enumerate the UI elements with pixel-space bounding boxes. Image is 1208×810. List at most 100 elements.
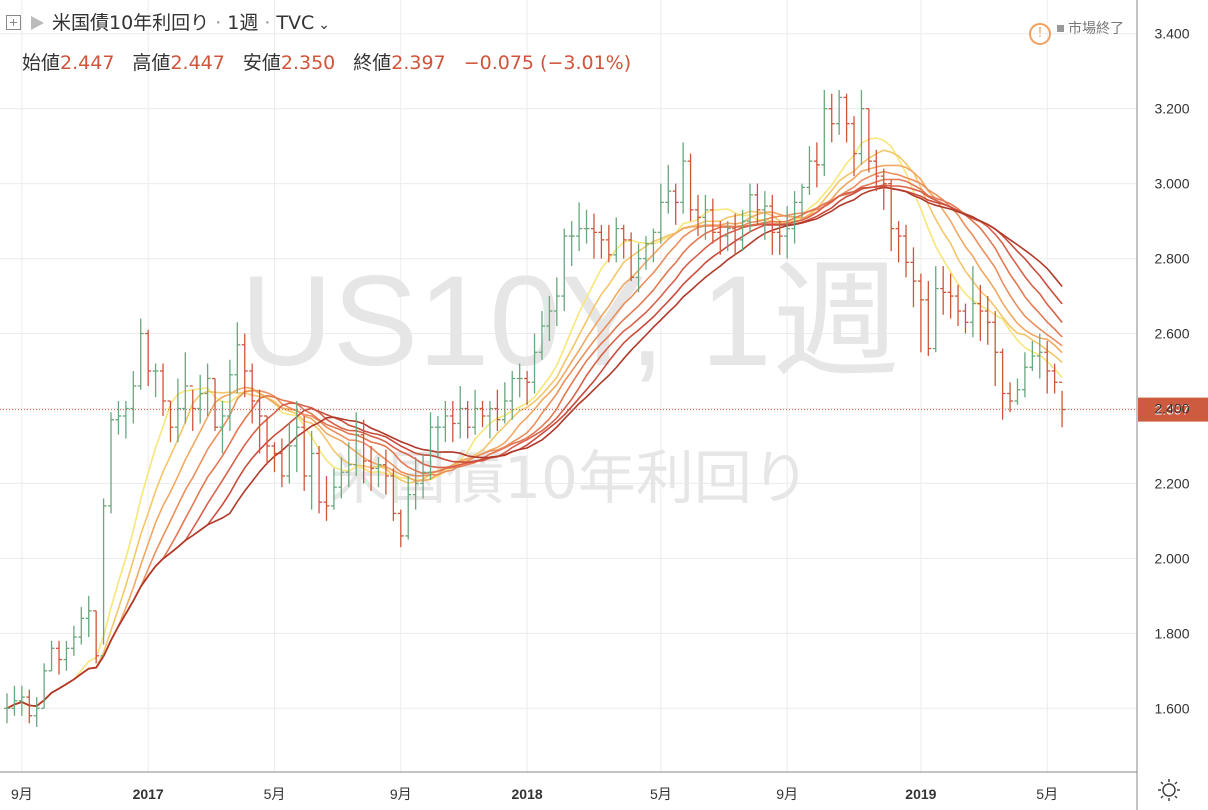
ohlc-bar bbox=[41, 663, 48, 709]
ohlc-bar bbox=[1029, 341, 1036, 372]
ohlc-bar bbox=[48, 640, 55, 672]
ohlc-bar bbox=[360, 419, 367, 484]
ohlc-bar bbox=[620, 224, 627, 259]
ohlc-bar bbox=[828, 93, 835, 143]
ohlc-bar bbox=[613, 217, 620, 263]
chevron-down-icon[interactable]: ⌄ bbox=[318, 17, 330, 33]
ohlc-bar bbox=[338, 457, 345, 499]
high-label: 高値 bbox=[132, 52, 171, 74]
ohlc-bar bbox=[799, 183, 806, 218]
ohlc-bar bbox=[412, 457, 419, 510]
ohlc-bar bbox=[494, 389, 501, 431]
time-tick-label: 2018 bbox=[512, 786, 543, 802]
ohlc-bar bbox=[479, 400, 486, 428]
time-tick-label: 9月 bbox=[390, 786, 412, 802]
price-tick-label: 2.600 bbox=[1154, 326, 1189, 342]
ohlc-bar bbox=[999, 348, 1006, 420]
ohlc-bar bbox=[18, 685, 25, 716]
ohlc-bar bbox=[160, 363, 167, 416]
ohlc-bar bbox=[152, 363, 159, 398]
open-value: 2.447 bbox=[60, 52, 115, 74]
ohlc-bar bbox=[791, 191, 798, 244]
warning-icon[interactable]: ! bbox=[1029, 23, 1051, 45]
ohlc-bar bbox=[293, 400, 300, 473]
last-price-label: 2.397 bbox=[1154, 402, 1189, 418]
price-tick-label: 2.000 bbox=[1154, 550, 1189, 566]
ohlc-bar bbox=[598, 224, 605, 259]
ohlc-bar bbox=[420, 453, 427, 499]
ohlc-bar bbox=[4, 693, 10, 724]
collapse-icon[interactable] bbox=[6, 15, 21, 30]
ohlc-bar bbox=[836, 89, 843, 135]
ohlc-bar bbox=[576, 202, 583, 252]
flag-icon bbox=[31, 16, 44, 30]
ohlc-bar bbox=[538, 311, 545, 360]
ohlc-bar bbox=[308, 430, 315, 510]
ohlc-bar bbox=[174, 378, 181, 443]
ohlc-bar bbox=[694, 194, 701, 237]
close-label: 終値 bbox=[353, 52, 392, 74]
ohlc-bar bbox=[806, 146, 813, 195]
ohlc-bar bbox=[249, 363, 256, 424]
low-label: 安値 bbox=[242, 52, 281, 74]
ohlc-bar bbox=[397, 509, 404, 548]
settings-icon[interactable] bbox=[1158, 779, 1180, 801]
ma-line bbox=[6, 164, 1063, 710]
ohlc-bar bbox=[992, 311, 999, 386]
ohlc-bar bbox=[650, 228, 657, 263]
ohlc-bar bbox=[784, 206, 791, 259]
ohlc-bar bbox=[724, 221, 731, 252]
ohlc-bar bbox=[26, 689, 33, 724]
ohlc-bar bbox=[531, 333, 538, 394]
ma-line bbox=[6, 186, 1063, 710]
open-label: 始値 bbox=[22, 52, 61, 74]
low-value: 2.350 bbox=[280, 52, 336, 74]
last-price-line: 2.397 bbox=[0, 397, 1208, 422]
change-value: −0.075 (−3.01%) bbox=[463, 52, 632, 74]
ohlc-bar bbox=[457, 386, 464, 439]
ohlc-bar bbox=[301, 415, 308, 491]
ohlc-bar bbox=[509, 371, 516, 420]
ohlc-bar bbox=[947, 273, 954, 319]
ohlc-bar bbox=[628, 232, 635, 282]
ohlc-bar bbox=[271, 442, 278, 473]
high-value: 2.447 bbox=[170, 52, 225, 74]
ohlc-bar bbox=[605, 224, 612, 263]
ohlc-bar bbox=[345, 442, 352, 488]
ohlc-bar bbox=[702, 194, 709, 240]
ohlc-bar bbox=[449, 400, 456, 443]
time-tick-label: 9月 bbox=[11, 786, 33, 802]
ohlc-bar bbox=[984, 296, 991, 345]
ohlc-bar bbox=[880, 168, 887, 210]
time-tick-label: 5月 bbox=[264, 786, 286, 802]
ohlc-bar bbox=[330, 468, 337, 510]
ohlc-bar bbox=[167, 400, 174, 443]
ohlc-bar bbox=[212, 377, 219, 431]
ohlc-bar bbox=[189, 385, 196, 431]
ohlc-bar bbox=[843, 93, 850, 143]
ma-line bbox=[6, 137, 1063, 710]
ohlc-bar bbox=[895, 221, 902, 263]
interval-label[interactable]: 1週 bbox=[227, 12, 259, 34]
price-tick-label: 2.800 bbox=[1154, 251, 1189, 267]
ohlc-bar bbox=[56, 640, 63, 675]
ohlc-bar bbox=[464, 400, 471, 439]
ohlc-bar bbox=[375, 457, 382, 488]
ohlc-bar bbox=[1044, 341, 1051, 394]
ohlc-bar bbox=[1051, 363, 1058, 394]
ohlc-bar bbox=[204, 363, 211, 416]
ohlc-bar bbox=[977, 284, 984, 342]
price-tick-label: 2.400 bbox=[1154, 400, 1189, 416]
ma-line bbox=[6, 170, 1063, 710]
ohlc-bar bbox=[553, 277, 560, 327]
watermark-symbol: US10Y, 1週 bbox=[240, 250, 899, 393]
ohlc-bar bbox=[63, 640, 70, 671]
ohlc-bar bbox=[442, 400, 449, 443]
ohlc-bar bbox=[680, 142, 687, 214]
separator-dot: · bbox=[264, 12, 271, 34]
ohlc-bar bbox=[910, 247, 917, 308]
ohlc-bar bbox=[241, 333, 248, 398]
status-dot-icon bbox=[1057, 25, 1064, 32]
ohlc-bar bbox=[256, 389, 263, 454]
